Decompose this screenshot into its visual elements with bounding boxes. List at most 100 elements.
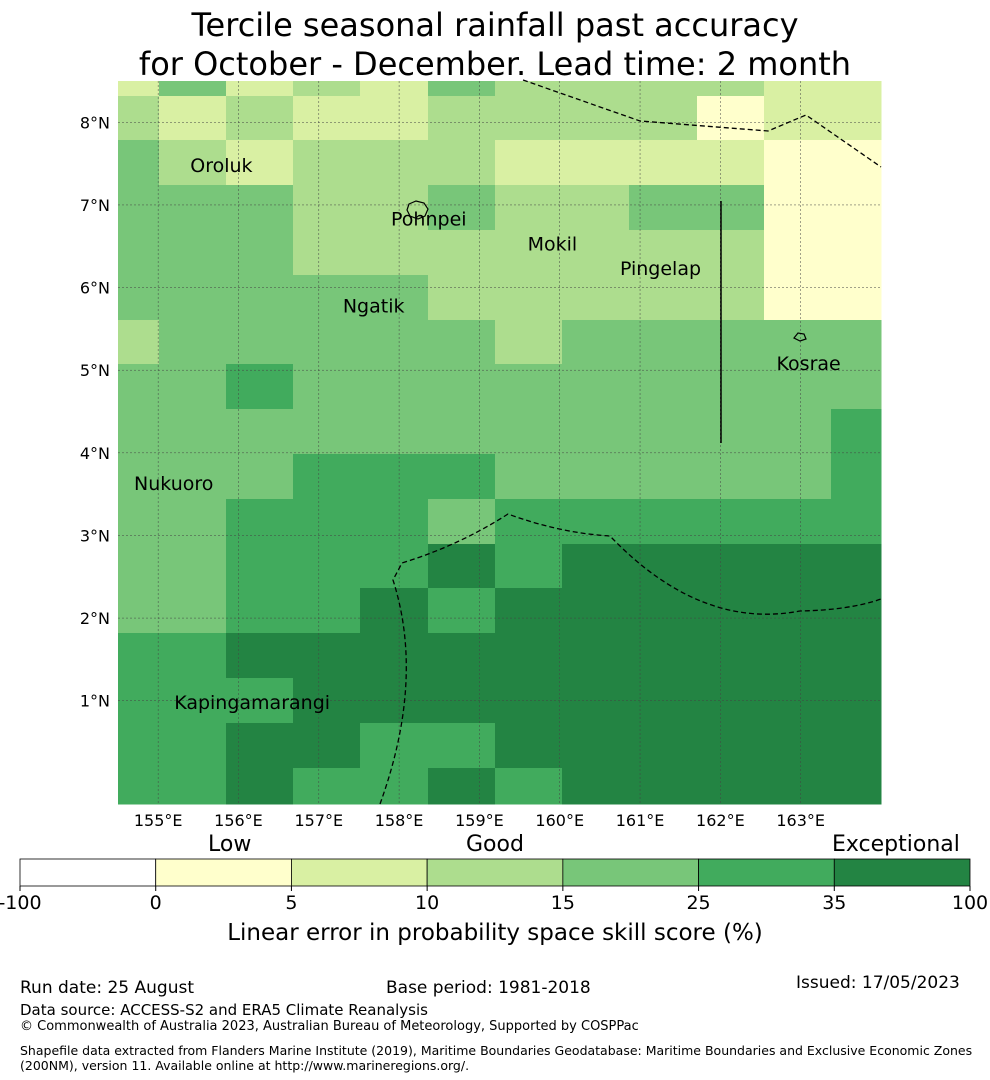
- grid-cell: [428, 588, 496, 634]
- grid-cell: [697, 633, 765, 679]
- grid-cell: [293, 454, 361, 500]
- grid-cell: [495, 454, 563, 500]
- colorbar-segment: [155, 858, 292, 887]
- grid-cell: [159, 633, 227, 679]
- grid-cell: [629, 140, 698, 186]
- grid-cell: [697, 409, 765, 455]
- grid-cell: [360, 588, 429, 634]
- longitude-tick-label: 163°E: [776, 811, 825, 830]
- latitude-tick-labels: 8°N 7°N 6°N 5°N 4°N 3°N 2°N 1°N: [80, 113, 110, 710]
- colorbar-tick-label: 5: [285, 892, 297, 914]
- longitude-tick-label: 162°E: [696, 811, 745, 830]
- grid-cell: [697, 768, 765, 805]
- grid-cell: [697, 320, 765, 365]
- grid-cell: [360, 409, 429, 455]
- grid-cell: [697, 81, 765, 97]
- grid-cell: [118, 768, 160, 805]
- colorbar-tick-label: 100: [952, 892, 988, 914]
- grid-cell: [629, 230, 698, 276]
- island-outlines: [406, 200, 807, 342]
- grid-cell: [360, 320, 429, 365]
- grid-cell: [226, 140, 294, 186]
- colorbar-label: Linear error in probability space skill …: [227, 920, 763, 946]
- grid-cell: [118, 275, 160, 321]
- grid-cell: [495, 723, 563, 769]
- colorbar: -100 0 5 10 15 25 35 100: [0, 858, 988, 914]
- grid-cell: [293, 275, 361, 321]
- grid-cell: [697, 454, 765, 500]
- grid-cell: [226, 275, 294, 321]
- eez-boundary-south: [379, 513, 882, 805]
- grid-cell: [428, 768, 496, 805]
- grid-cell: [226, 96, 294, 141]
- grid-cell: [831, 364, 882, 410]
- place-label-ngatik: Ngatik: [343, 295, 405, 317]
- grid-cell: [159, 140, 227, 186]
- grid-cell: [118, 81, 160, 97]
- grid-cell: [697, 499, 765, 545]
- grid-cell: [831, 275, 882, 321]
- grid-cell: [360, 768, 429, 805]
- map-title-line-1: Tercile seasonal rainfall past accuracy: [191, 6, 799, 44]
- grid-cell: [118, 454, 160, 500]
- grid-cell: [697, 723, 765, 769]
- grid-cell: [764, 768, 832, 805]
- grid-cell: [629, 320, 698, 365]
- grid-cell: [562, 275, 630, 321]
- colorbar-tick-label: 10: [415, 892, 439, 914]
- longitude-tick-label: 158°E: [375, 811, 424, 830]
- grid-cell: [629, 364, 698, 410]
- skill-score-map: Oroluk Pohnpei Mokil Pingelap Ngatik Kosrae Nu…: [80, 79, 882, 830]
- grid-cell: [764, 588, 832, 634]
- colorbar-segment: [291, 858, 428, 887]
- grid-cell: [159, 588, 227, 634]
- grid-cell: [831, 544, 882, 589]
- grid-cell: [159, 185, 227, 231]
- grid-cell: [495, 81, 563, 97]
- grid-cell: [831, 768, 882, 805]
- grid-cell: [293, 185, 361, 231]
- grid-cell: [495, 364, 563, 410]
- longitude-tick-label: 155°E: [134, 811, 183, 830]
- grid-cell: [428, 409, 496, 455]
- grid-cell: [562, 81, 630, 97]
- grid-cell: [629, 588, 698, 634]
- grid-cell: [495, 768, 563, 805]
- grid-cell: [159, 454, 227, 500]
- grid-cell: [831, 499, 882, 545]
- grid-cell: [226, 185, 294, 231]
- grid-cell: [764, 409, 832, 455]
- grid-cell: [697, 140, 765, 186]
- grid-cell: [495, 588, 563, 634]
- place-labels: Oroluk Pohnpei Mokil Pingelap Ngatik Kosrae Nu…: [134, 155, 841, 714]
- grid-cell: [293, 544, 361, 589]
- grid-cell: [159, 723, 227, 769]
- data-source: Data source: ACCESS-S2 and ERA5 Climate …: [20, 1001, 428, 1019]
- grid-cell: [764, 81, 832, 97]
- longitude-tick-label: 157°E: [294, 811, 343, 830]
- grid-cell: [629, 499, 698, 545]
- grid-cell: [360, 454, 429, 500]
- grid-cell: [562, 723, 630, 769]
- grid-cell: [293, 499, 361, 545]
- grid-cell: [764, 544, 832, 589]
- longitude-tick-labels: 155°E 156°E 157°E 158°E 159°E 160°E 161°E 162°E…: [134, 811, 825, 830]
- grid-cell: [360, 544, 429, 589]
- place-label-pohnpei: Pohnpei: [391, 209, 467, 231]
- grid-cell: [697, 230, 765, 276]
- grid-cell: [360, 185, 429, 231]
- grid-cell: [562, 230, 630, 276]
- legend-category-exceptional: Exceptional: [832, 832, 960, 857]
- grid-cell: [764, 723, 832, 769]
- grid-cell: [562, 454, 630, 500]
- grid-cell: [831, 81, 882, 97]
- grid-cell: [831, 588, 882, 634]
- colorbar-tick-label: -100: [0, 892, 42, 914]
- grid-cell: [159, 275, 227, 321]
- grid-cell: [159, 230, 227, 276]
- grid-cell: [293, 588, 361, 634]
- grid-cell: [764, 275, 832, 321]
- grid-cell: [159, 364, 227, 410]
- latitude-tick-label: 6°N: [80, 279, 110, 298]
- grid-cell: [831, 320, 882, 365]
